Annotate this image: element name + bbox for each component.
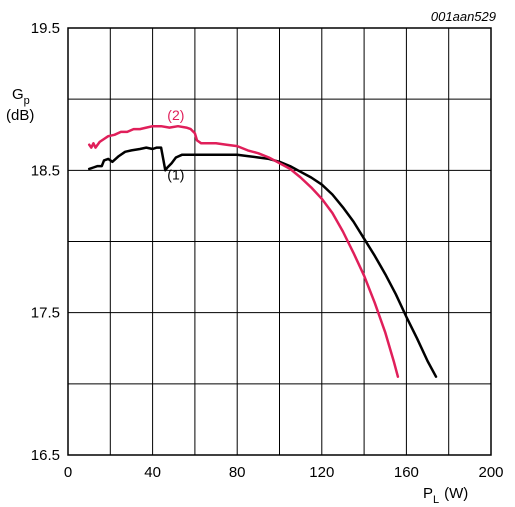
x-tick-label: 80 bbox=[229, 464, 246, 481]
y-axis-unit: (dB) bbox=[6, 107, 34, 124]
y-axis-label-sub: p bbox=[24, 95, 30, 107]
series-annotation-1: (1) bbox=[167, 167, 184, 183]
y-tick-label: 17.5 bbox=[31, 305, 60, 322]
x-tick-label: 200 bbox=[478, 464, 503, 481]
x-tick-label: 120 bbox=[309, 464, 334, 481]
series-line-2 bbox=[87, 124, 400, 378]
x-axis-label-unit: (W) bbox=[444, 485, 468, 502]
x-tick-labels: 0 40 80 120 160 200 bbox=[64, 464, 504, 481]
x-axis-label: PL (W) bbox=[423, 485, 468, 506]
y-tick-label: 19.5 bbox=[31, 20, 60, 37]
y-axis-label: Gp bbox=[12, 86, 30, 107]
y-tick-label: 16.5 bbox=[31, 447, 60, 464]
grid-lines bbox=[68, 28, 491, 455]
y-tick-labels: 16.5 17.5 18.5 19.5 bbox=[31, 20, 60, 464]
y-axis-label-main: G bbox=[12, 86, 24, 103]
series-annotation-2: (2) bbox=[167, 107, 184, 123]
reference-code: 001aan529 bbox=[431, 9, 496, 24]
series-line-1 bbox=[87, 146, 438, 378]
x-tick-label: 160 bbox=[394, 464, 419, 481]
x-axis-label-sub: L bbox=[433, 494, 439, 506]
series-annotations: (1) (2) bbox=[167, 107, 184, 183]
x-tick-label: 40 bbox=[144, 464, 161, 481]
x-tick-label: 0 bbox=[64, 464, 72, 481]
plot-frame bbox=[67, 27, 492, 456]
y-tick-label: 18.5 bbox=[31, 162, 60, 179]
data-series bbox=[87, 124, 438, 378]
x-axis-label-main: P bbox=[423, 485, 433, 502]
